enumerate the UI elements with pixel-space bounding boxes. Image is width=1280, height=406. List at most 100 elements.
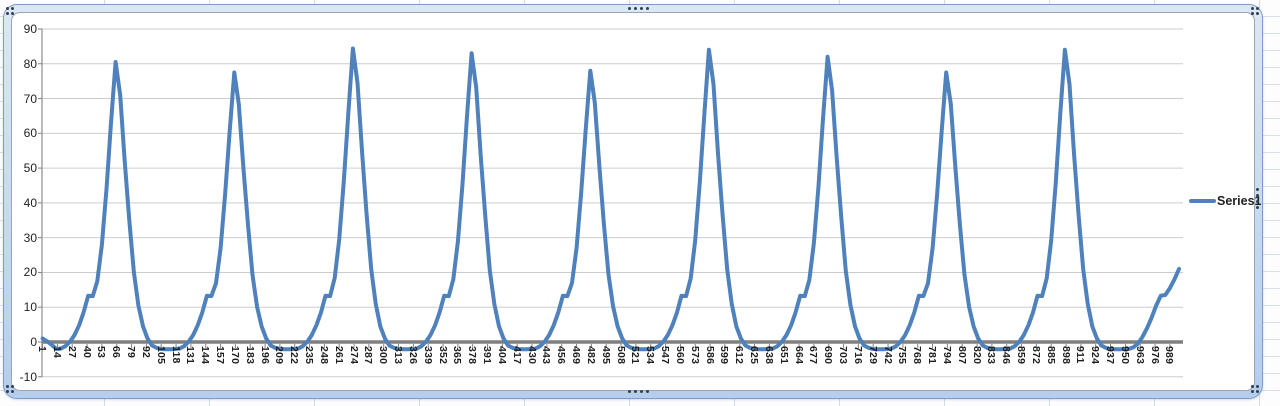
x-axis-label: 950 [1118,346,1131,365]
x-axis-label: 326 [406,346,419,365]
resize-handle-top-left[interactable] [6,12,9,15]
x-axis-label: 729 [866,346,879,365]
x-axis-label: 443 [540,346,553,365]
x-axis-label: 170 [228,346,241,365]
x-axis-label: 144 [199,346,212,365]
x-axis-label: 391 [481,346,494,365]
x-axis-label: 1 [36,346,49,353]
x-axis-label: 79 [125,346,138,359]
x-axis-label: 417 [510,346,523,365]
resize-handle-right[interactable] [1256,200,1259,203]
x-axis-label: 456 [555,346,568,365]
x-axis-label: 365 [451,346,464,365]
resize-handle-bottom-right[interactable] [1251,390,1254,393]
x-axis-label: 573 [688,346,701,365]
resize-handle-top[interactable] [640,7,643,10]
y-axis-label: 30 [23,230,37,245]
x-axis-label: 378 [466,346,479,365]
x-axis-label: 625 [748,346,761,365]
x-axis-label: 755 [896,346,909,365]
x-axis-label: 105 [154,346,167,365]
resize-handle-top[interactable] [628,7,631,10]
x-axis-label: 300 [377,346,390,365]
x-axis-label: 664 [792,346,805,365]
resize-handle-bottom-right[interactable] [1251,385,1254,388]
resize-handle-bottom-left[interactable] [6,385,9,388]
resize-handle-bottom-left[interactable] [11,385,14,388]
x-axis-label: 898 [1059,346,1072,365]
x-axis-label: 586 [703,346,716,365]
resize-handle-right[interactable] [1256,206,1259,209]
x-axis-label: 27 [65,346,78,359]
x-axis-label: 313 [392,346,405,365]
resize-handle-top-left[interactable] [6,7,9,10]
resize-handle-top[interactable] [634,7,637,10]
x-axis-label: 261 [332,346,345,365]
y-axis-label: 80 [23,56,37,71]
x-axis-label: 846 [1000,346,1013,365]
x-axis-label: 196 [258,346,271,365]
x-axis-label: 651 [777,346,790,365]
x-axis-label: 222 [288,346,301,365]
x-axis-label: 911 [1074,346,1087,364]
x-axis-label: 794 [940,346,953,365]
x-axis-label: 560 [673,346,686,365]
x-axis-label: 248 [317,346,330,365]
x-axis-label: 924 [1089,346,1102,365]
x-axis-label: 937 [1104,346,1117,365]
x-axis-label: 183 [243,346,256,365]
x-axis-label: 820 [970,346,983,365]
x-axis-label: 690 [822,346,835,365]
resize-handle-top-right[interactable] [1251,12,1254,15]
y-axis-label: 10 [23,300,37,315]
resize-handle-bottom[interactable] [646,390,649,393]
resize-handle-top[interactable] [646,7,649,10]
resize-handle-bottom-right[interactable] [1256,385,1259,388]
resize-handle-bottom[interactable] [628,390,631,393]
x-axis-label: 118 [169,346,182,364]
x-axis-label: 781 [926,346,939,365]
x-axis-label: 521 [629,346,642,365]
resize-handle-top-right[interactable] [1251,7,1254,10]
x-axis-label: 768 [911,346,924,365]
resize-handle-bottom[interactable] [634,390,637,393]
x-axis-label: 859 [1015,346,1028,365]
x-axis-label: 274 [347,346,360,365]
resize-handle-top-left[interactable] [11,7,14,10]
resize-handle-bottom-left[interactable] [6,390,9,393]
y-axis-label: 20 [23,265,37,280]
x-axis-label: 638 [762,346,775,365]
resize-handle-top-left[interactable] [11,12,14,15]
x-axis-label: 404 [495,346,508,365]
resize-handle-bottom[interactable] [640,390,643,393]
resize-handle-right[interactable] [1256,194,1259,197]
x-axis-label: 833 [985,346,998,365]
x-axis-label: 469 [570,346,583,365]
x-axis-label: 508 [614,346,627,365]
resize-handle-right[interactable] [1256,188,1259,191]
resize-handle-top-right[interactable] [1256,7,1259,10]
y-axis-label: 40 [23,195,37,210]
x-axis-label: 66 [110,346,123,359]
x-axis-label: 131 [184,346,197,365]
resize-handle-top-right[interactable] [1256,12,1259,15]
legend[interactable]: Series1 [1189,194,1261,208]
y-axis-label: 0 [30,335,37,349]
x-axis-label: 352 [436,346,449,365]
y-axis-label: 70 [23,91,37,106]
x-axis-label: 40 [80,346,93,359]
x-axis-label: 235 [303,346,316,365]
resize-handle-bottom-left[interactable] [11,390,14,393]
x-axis-label: 989 [1163,346,1176,365]
y-axis-label: 60 [23,126,37,141]
x-axis-label: 716 [851,346,864,365]
x-axis-label: 742 [881,346,894,365]
chart-area [11,12,1255,391]
series-line[interactable] [40,46,1181,352]
x-axis-label: 963 [1133,346,1146,365]
resize-handle-bottom-right[interactable] [1256,390,1259,393]
x-axis-label: 599 [718,346,731,365]
x-axis-label: 677 [807,346,820,365]
